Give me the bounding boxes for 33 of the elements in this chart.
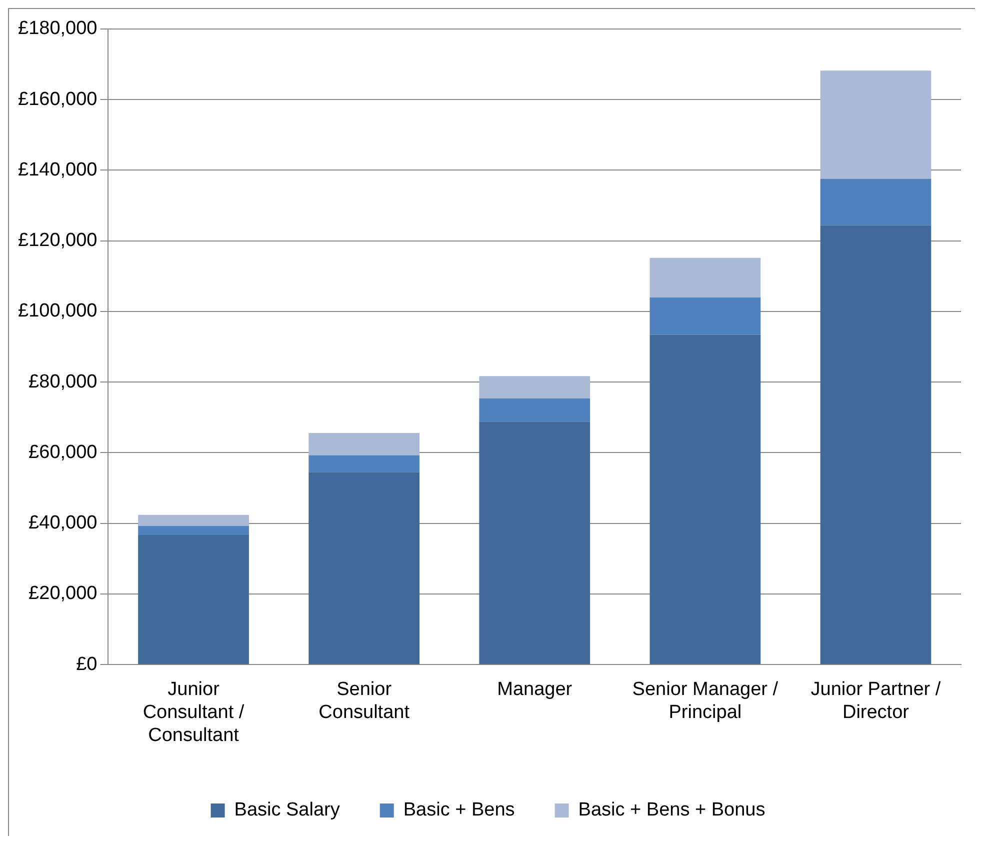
x-tick-label: Senior Manager / Principal (632, 679, 779, 724)
bar (308, 472, 420, 664)
x-tick-label: Junior Consultant / Consultant (142, 679, 245, 746)
bar (138, 514, 249, 526)
legend-label: Basic Salary (234, 800, 340, 821)
y-tick-label: £40,000 (28, 512, 98, 534)
x-tick-label: Senior Consultant (318, 679, 410, 724)
y-tick-label: £140,000 (18, 159, 98, 180)
y-tick-label: £180,000 (18, 18, 98, 40)
y-tick-label: £20,000 (28, 583, 98, 604)
bar (820, 178, 932, 226)
y-tick-label: £120,000 (18, 230, 98, 252)
y-tick-label: £80,000 (28, 371, 98, 392)
legend-label: Basic + Bens + Bonus (578, 800, 766, 821)
bar (820, 70, 932, 179)
legend-label: Basic + Bens (403, 800, 515, 821)
bar (308, 432, 420, 456)
bar (650, 258, 761, 298)
y-tick-label: £0 (76, 654, 98, 675)
y-tick-label: £160,000 (18, 88, 98, 110)
bar (479, 422, 590, 664)
x-tick-label: Manager (497, 679, 573, 700)
bar (479, 398, 590, 422)
bar (138, 526, 249, 536)
bar (138, 535, 249, 664)
bar (479, 376, 590, 398)
x-tick-label: Junior Partner / Director (810, 679, 942, 724)
y-tick-label: £100,000 (18, 300, 98, 322)
y-tick-label: £60,000 (28, 442, 98, 463)
bar (650, 334, 761, 664)
bar (820, 225, 932, 664)
bar (650, 297, 761, 335)
bar (308, 455, 420, 472)
